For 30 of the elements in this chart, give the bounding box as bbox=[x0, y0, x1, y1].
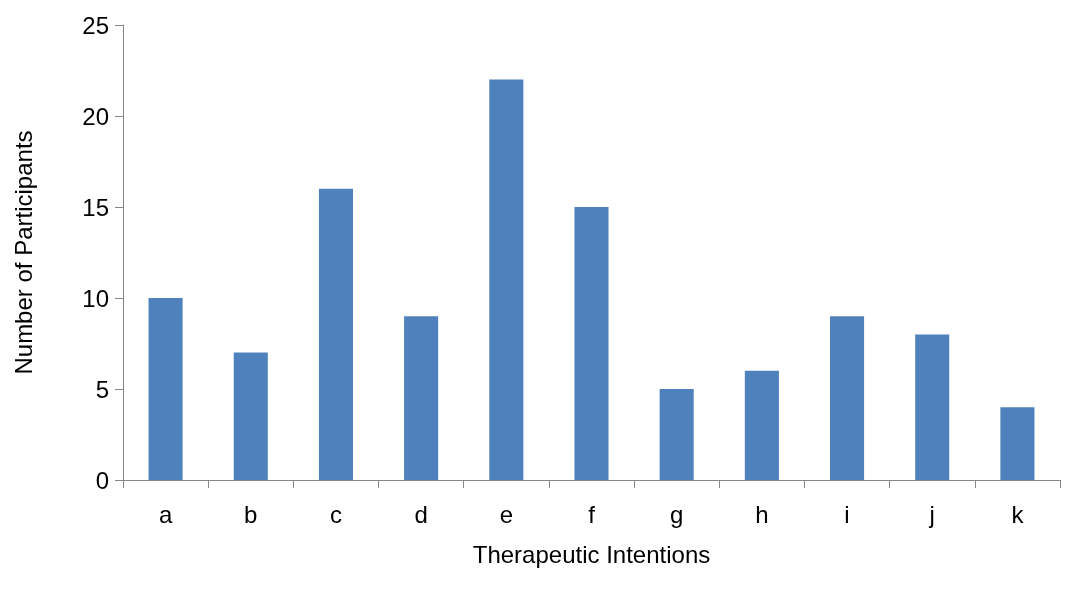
x-tick-label: j bbox=[928, 500, 935, 528]
y-tick-label: 15 bbox=[82, 193, 109, 221]
x-axis-title: Therapeutic Intentions bbox=[472, 540, 711, 568]
x-tick-label: b bbox=[244, 500, 258, 528]
x-tick-label: g bbox=[670, 500, 684, 528]
bar bbox=[148, 298, 183, 480]
y-tick-label: 20 bbox=[82, 102, 109, 130]
y-tick-label: 10 bbox=[82, 284, 109, 312]
x-tick-label: i bbox=[844, 500, 850, 528]
bar bbox=[233, 352, 268, 480]
bar bbox=[574, 207, 609, 480]
bar bbox=[830, 316, 865, 480]
x-tick-label: h bbox=[755, 500, 769, 528]
y-tick-label: 25 bbox=[82, 11, 109, 39]
x-tick-label: k bbox=[1011, 500, 1025, 528]
bar bbox=[404, 316, 439, 480]
bar bbox=[1000, 407, 1035, 480]
x-tick-label: f bbox=[588, 500, 596, 528]
x-tick-label: e bbox=[499, 500, 513, 528]
bar bbox=[659, 389, 694, 480]
y-tick-label: 5 bbox=[95, 375, 109, 403]
bar bbox=[489, 79, 524, 480]
x-tick-label: a bbox=[158, 500, 173, 528]
bar bbox=[318, 188, 353, 480]
y-axis-title: Number of Participants bbox=[9, 130, 37, 375]
x-tick-label: c bbox=[329, 500, 342, 528]
y-tick-label: 0 bbox=[95, 466, 109, 494]
x-tick-label: d bbox=[414, 500, 428, 528]
bar bbox=[915, 334, 950, 480]
bar bbox=[744, 370, 779, 480]
